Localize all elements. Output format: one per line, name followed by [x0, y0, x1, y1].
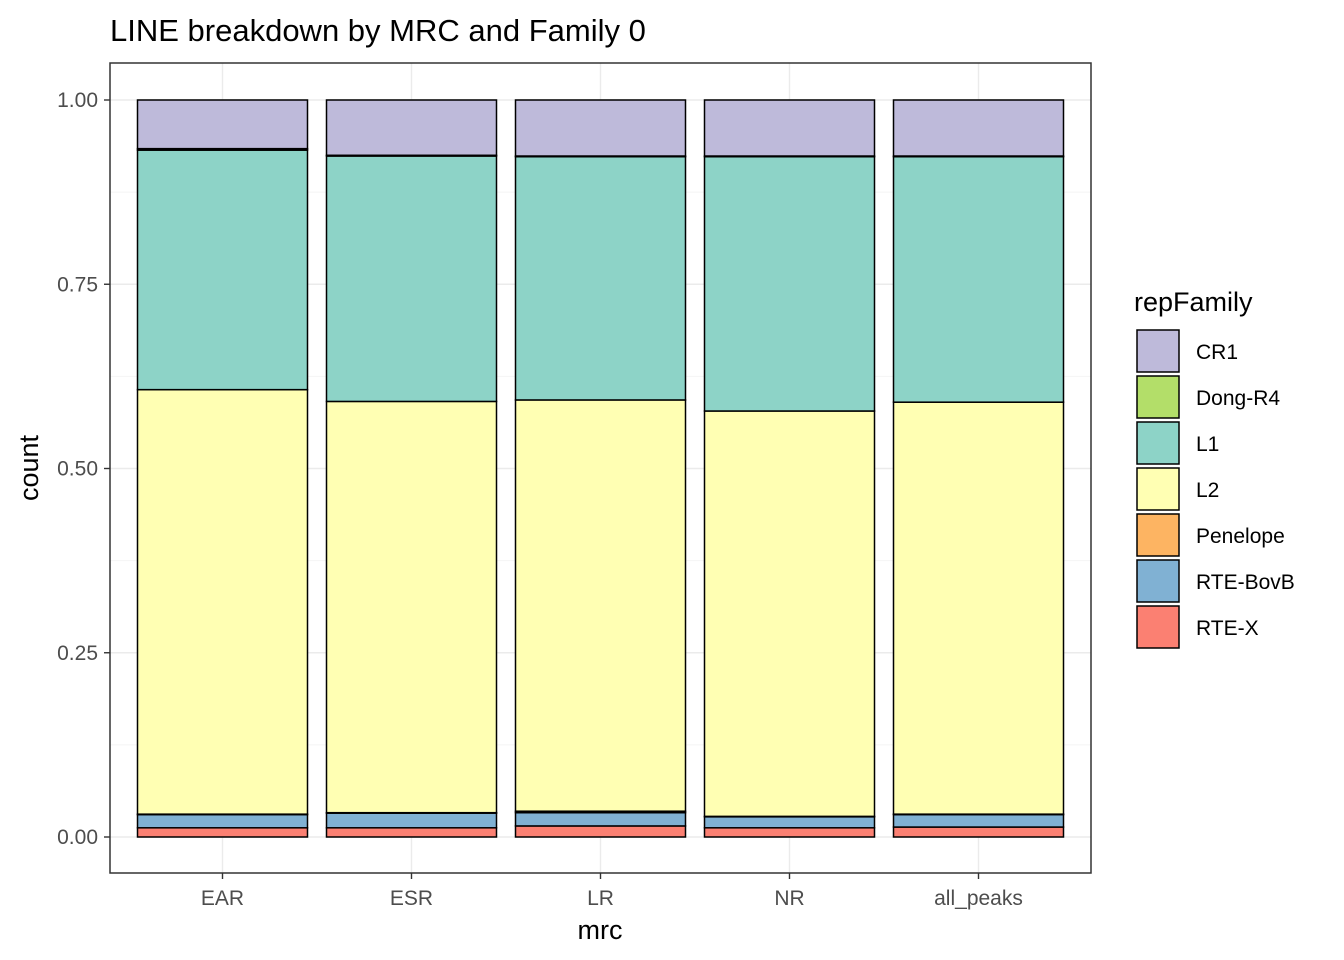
bar-LR-CR1: [514, 99, 687, 157]
legend-label: Penelope: [1196, 525, 1285, 548]
bar-all_peaks-L2: [892, 401, 1065, 815]
bar-LR-RTE-X: [514, 825, 687, 838]
y-tick-label: 0.25: [57, 642, 98, 665]
bar-all_peaks-RTE-X: [892, 826, 1065, 838]
y-axis-title: count: [14, 434, 44, 501]
x-tick-label: LR: [587, 887, 614, 910]
bar-EAR-L1: [136, 149, 309, 391]
bar-EAR-RTE-X: [136, 827, 309, 838]
legend-label: L1: [1196, 433, 1219, 456]
legend: repFamily CR1 Dong-R4 L1 L2 Penelope RTE-BovB…: [1134, 287, 1295, 649]
x-axis: EAR ESR LR NR all_peaks: [201, 873, 1023, 910]
bar-LR-L1: [514, 155, 687, 401]
bar-ESR-RTE-X: [325, 827, 498, 838]
bar-NR-L1: [703, 155, 876, 412]
legend-title: repFamily: [1134, 287, 1253, 317]
legend-label: RTE-BovB: [1196, 571, 1295, 594]
legend-key-Penelope: [1136, 513, 1180, 557]
y-tick-label: 0.75: [57, 273, 98, 296]
bar-EAR-RTE-BovB: [136, 813, 309, 829]
bar-NR-L2: [703, 410, 876, 818]
bar-ESR-RTE-BovB: [325, 812, 498, 829]
chart-title: LINE breakdown by MRC and Family 0: [110, 13, 646, 48]
bar-all_peaks-L1: [892, 155, 1065, 403]
y-tick-label: 1.00: [57, 89, 98, 112]
x-axis-title: mrc: [578, 915, 623, 945]
bar-EAR-L2: [136, 388, 309, 815]
bar-ESR-L2: [325, 400, 498, 814]
bar-ESR-L1: [325, 155, 498, 403]
legend-label: CR1: [1196, 341, 1238, 364]
bar-LR-RTE-BovB: [514, 811, 687, 827]
legend-key-CR1: [1136, 329, 1180, 373]
bars: [136, 99, 1065, 838]
x-tick-label: EAR: [201, 887, 244, 910]
legend-key-RTE-BovB: [1136, 559, 1180, 603]
x-tick-label: NR: [774, 887, 804, 910]
bar-EAR-CR1: [136, 99, 309, 150]
legend-key-RTE-X: [1136, 605, 1180, 649]
bar-ESR-CR1: [325, 99, 498, 157]
x-tick-label: all_peaks: [934, 887, 1023, 910]
bar-LR-L2: [514, 399, 687, 812]
legend-key-Dong-R4: [1136, 375, 1180, 419]
bar-all_peaks-RTE-BovB: [892, 813, 1065, 828]
bar-NR-CR1: [703, 99, 876, 157]
bar-all_peaks-CR1: [892, 99, 1065, 157]
legend-label: L2: [1196, 479, 1219, 502]
bar-NR-RTE-X: [703, 827, 876, 838]
y-axis: 0.00 0.25 0.50 0.75 1.00: [57, 89, 110, 849]
y-tick-label: 0.50: [57, 458, 98, 481]
legend-label: Dong-R4: [1196, 387, 1280, 410]
legend-label: RTE-X: [1196, 617, 1259, 640]
legend-key-L1: [1136, 421, 1180, 465]
y-tick-label: 0.00: [57, 826, 98, 849]
legend-key-L2: [1136, 467, 1180, 511]
x-tick-label: ESR: [390, 887, 433, 910]
bar-NR-RTE-BovB: [703, 815, 876, 829]
